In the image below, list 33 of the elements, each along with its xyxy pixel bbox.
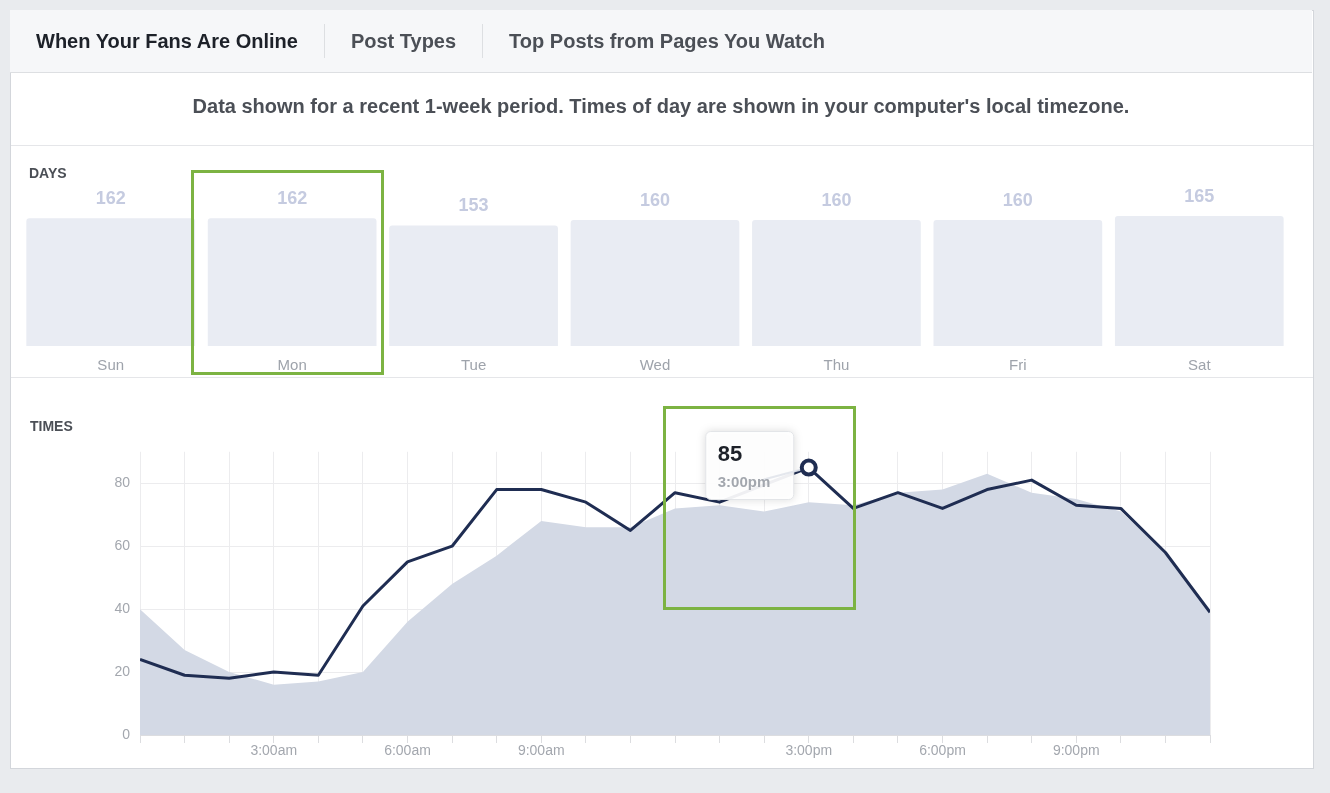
- x-tick-label: 3:00pm: [785, 742, 833, 759]
- x-tick-label: Sun: [97, 356, 125, 374]
- y-tick-label: 0: [122, 725, 131, 742]
- text: When Your Fans Are Online: [35, 29, 299, 54]
- x-tick-label: 9:00am: [517, 742, 565, 759]
- text: Top Posts from Pages You Watch: [482, 24, 852, 58]
- data-label: 165: [1184, 185, 1215, 206]
- x-tick-label: Thu: [823, 356, 850, 374]
- y-tick-label: 80: [114, 474, 131, 491]
- chart-subtitle: Data shown for a recent 1-week period. Times of day are shown in your computer's local timezone.: [191, 95, 1131, 118]
- data-label: 162: [95, 188, 126, 209]
- data-label: 160: [821, 189, 852, 210]
- x-tick-label: Mon: [277, 356, 307, 374]
- x-tick-label: 9:00pm: [1052, 742, 1100, 759]
- x-tick-label: 3:00am: [250, 742, 298, 759]
- data-label: 160: [1002, 189, 1033, 210]
- y-tick-label: 40: [114, 599, 131, 616]
- y-tick-label: 20: [114, 662, 131, 679]
- x-tick-label: Tue: [460, 356, 487, 374]
- data-label: 153: [458, 195, 489, 216]
- text: Post Types: [323, 24, 483, 58]
- annotation: 3:00pm: [717, 472, 771, 490]
- annotation: 85: [717, 440, 743, 466]
- x-tick-label: 6:00am: [384, 742, 431, 759]
- x-tick-label: 6:00pm: [919, 742, 966, 759]
- data-label: 162: [277, 188, 308, 209]
- y-tick-label: 60: [114, 537, 131, 554]
- x-tick-label: Fri: [1009, 356, 1027, 374]
- x-tick-label: Sat: [1188, 356, 1212, 374]
- data-label: 160: [639, 189, 671, 210]
- chart-title: DAYS: [29, 165, 67, 181]
- x-tick-label: Wed: [639, 356, 671, 374]
- chart-title: TIMES: [30, 418, 73, 435]
